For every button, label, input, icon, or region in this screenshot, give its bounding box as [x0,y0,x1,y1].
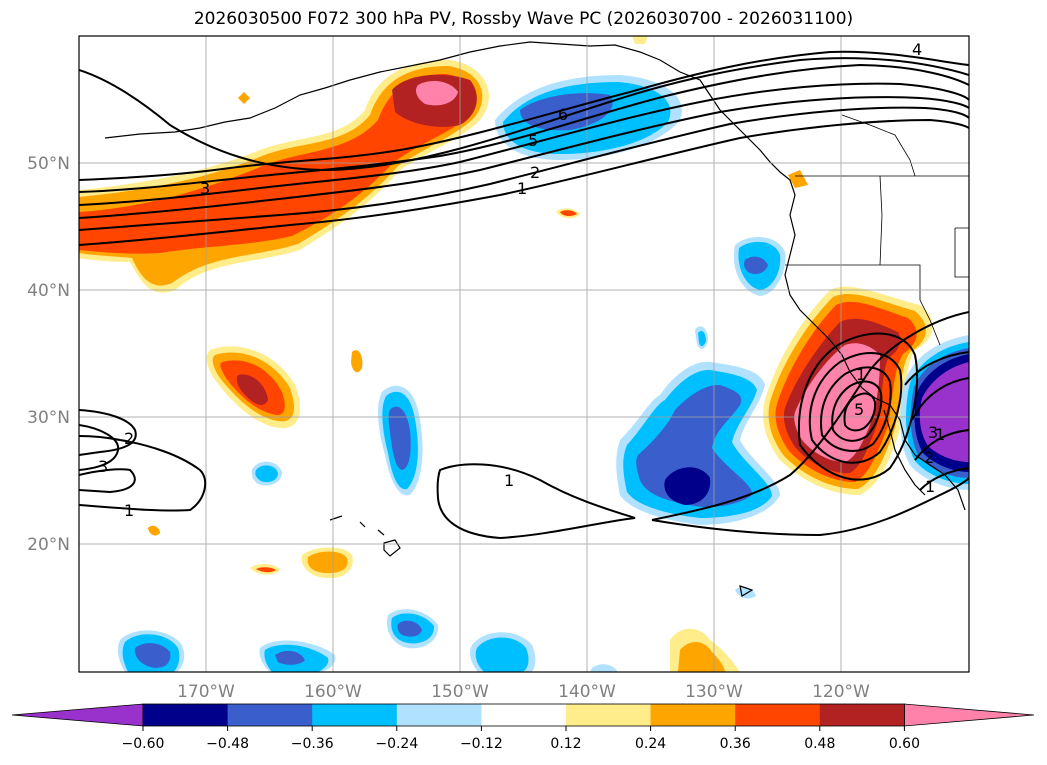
colorbar-tick-label: 0.12 [550,736,581,752]
contour-label: 5 [854,400,864,419]
coastlines [104,41,969,597]
contour-label: 6 [558,105,568,124]
colorbar-tick-label: −0.48 [206,736,249,752]
colorbar-tick-label: −0.60 [122,736,165,752]
lon-label: 160°W [304,682,362,702]
colorbar-segment [735,704,821,726]
contour-label: 1 [504,471,514,490]
lon-label: 130°W [685,682,743,702]
contour-label: 1 [925,477,935,496]
colorbar-segment [566,704,652,726]
colorbar-extend-right [904,703,1035,727]
lat-label: 20°N [27,535,70,555]
negative-anomaly-subtropical [616,361,780,525]
colorbar-segment [819,704,905,726]
contour-label: 1 [935,425,945,444]
small-anomalies [148,36,808,672]
contour-label: 1 [124,501,134,520]
positive-anomaly-central [206,346,300,429]
colorbar-outline [142,703,905,727]
contour-label: 1 [517,179,527,198]
lat-label: 30°N [27,408,70,428]
lon-label: 120°W [812,682,870,702]
contour-label: 2 [924,448,934,467]
colorbar-segment [227,704,313,726]
colorbar-segment [312,704,398,726]
contour-label: 4 [912,40,922,59]
lat-label: 40°N [27,281,70,301]
colorbar-segment [396,704,482,726]
map-title: 2026030500 F072 300 hPa PV, Rossby Wave … [193,9,854,29]
colorbar-tick-label: 0.60 [889,736,920,752]
longitude-labels: 170°W 160°W 150°W 140°W 130°W 120°W [177,682,870,702]
contour-labels: 3 6 5 2 1 2 3 1 1 1 5 4 1 1 2 3 [98,40,945,520]
contour-label: 3 [200,179,210,198]
lat-label: 50°N [27,154,70,174]
latitude-labels: 50°N 40°N 30°N 20°N [27,154,70,555]
colorbar-tick-label: −0.24 [375,736,418,752]
negative-anomalies-small [117,236,786,672]
contour-label: 1 [856,365,866,384]
negative-anomaly-baja [900,335,969,490]
colorbar-tick-label: −0.36 [291,736,334,752]
colorbar-segment [143,704,229,726]
colorbar-tick-label: 0.36 [720,736,751,752]
colorbar-segment [481,704,567,726]
colorbar-extend-left [11,703,144,727]
colorbar-tick-label: −0.12 [460,736,503,752]
map-frame [78,35,970,673]
colorbar-segment [650,704,736,726]
contour-label: 2 [124,429,134,448]
contour-label: 3 [928,423,938,442]
colorbar-tick-label: 0.48 [804,736,835,752]
lon-label: 170°W [177,682,235,702]
contour-label: 3 [98,457,108,476]
rossby-contours [79,50,969,540]
contour-label: 2 [530,163,540,182]
colorbar: −0.60 −0.48 −0.36 −0.24 −0.12 0.12 0.24 0.36 0.4… [11,703,1035,752]
lon-label: 140°W [558,682,616,702]
contour-label: 5 [528,131,538,150]
lon-label: 150°W [431,682,489,702]
colorbar-tick-label: 0.24 [635,736,666,752]
